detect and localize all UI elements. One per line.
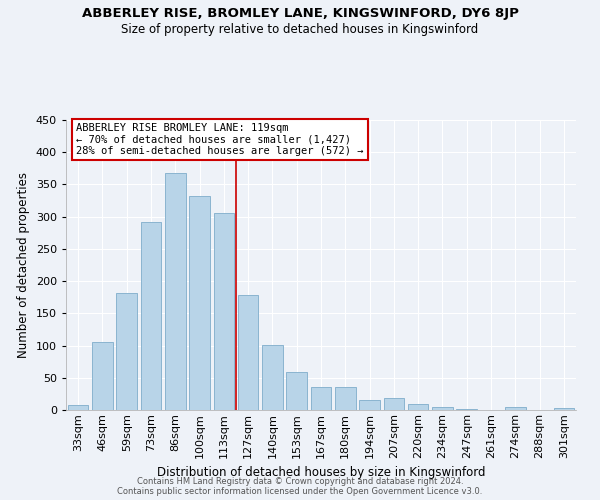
Text: Size of property relative to detached houses in Kingswinford: Size of property relative to detached ho… bbox=[121, 22, 479, 36]
Text: ABBERLEY RISE, BROMLEY LANE, KINGSWINFORD, DY6 8JP: ABBERLEY RISE, BROMLEY LANE, KINGSWINFOR… bbox=[82, 8, 518, 20]
Bar bbox=[68, 405, 88, 410]
Bar bbox=[165, 174, 185, 410]
Bar bbox=[457, 408, 477, 410]
Bar bbox=[116, 294, 137, 410]
Bar bbox=[189, 196, 210, 410]
Bar bbox=[92, 342, 113, 410]
Bar bbox=[359, 400, 380, 410]
Bar bbox=[140, 222, 161, 410]
Text: ABBERLEY RISE BROMLEY LANE: 119sqm
← 70% of detached houses are smaller (1,427)
: ABBERLEY RISE BROMLEY LANE: 119sqm ← 70%… bbox=[76, 123, 364, 156]
Bar bbox=[214, 214, 234, 410]
Bar bbox=[238, 296, 259, 410]
Bar bbox=[383, 398, 404, 410]
X-axis label: Distribution of detached houses by size in Kingswinford: Distribution of detached houses by size … bbox=[157, 466, 485, 479]
Bar bbox=[408, 404, 428, 410]
Bar bbox=[262, 345, 283, 410]
Bar bbox=[335, 387, 356, 410]
Bar bbox=[554, 408, 574, 410]
Y-axis label: Number of detached properties: Number of detached properties bbox=[17, 172, 30, 358]
Bar bbox=[286, 372, 307, 410]
Bar bbox=[505, 407, 526, 410]
Bar bbox=[432, 407, 453, 410]
Text: Contains HM Land Registry data © Crown copyright and database right 2024.: Contains HM Land Registry data © Crown c… bbox=[137, 478, 463, 486]
Bar bbox=[311, 387, 331, 410]
Text: Contains public sector information licensed under the Open Government Licence v3: Contains public sector information licen… bbox=[118, 488, 482, 496]
